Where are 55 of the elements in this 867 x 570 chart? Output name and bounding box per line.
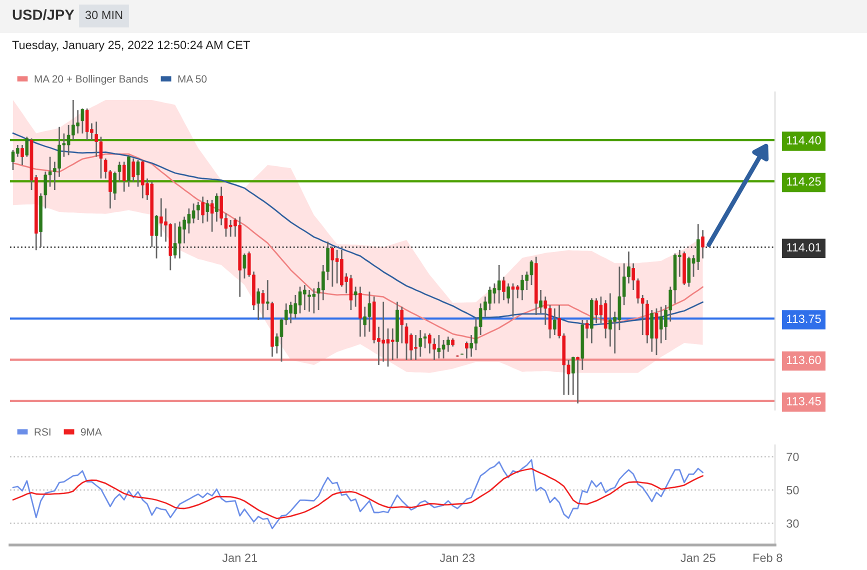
y-tick-label: 30 [786,519,799,528]
line-series [12,459,704,530]
candlestick [585,319,589,340]
candlestick [206,199,210,222]
y-tick-label: 113.60 [787,356,821,364]
candlestick [506,282,510,304]
candlestick [132,158,136,182]
candlestick [80,108,84,134]
x-tick-label: Jan 23 [440,554,475,562]
y-tick-label: 50 [786,486,799,494]
candlestick [502,276,506,301]
chart-subtitle: 30 MIN [85,10,122,20]
candlestick [196,201,200,221]
candlestick [572,356,575,396]
x-tick-label: Feb 8 [753,553,782,562]
legend-label: MA 20 + Bollinger Bands [34,75,148,85]
candlestick [256,288,260,321]
x-tick-label: Jan 25 [680,554,716,562]
y-tick-label: 113.45 [787,396,821,406]
candlestick [701,229,704,260]
candlestick [154,214,158,260]
candlestick [261,289,265,319]
candlestick [20,144,24,166]
legend-label: MA 50 [178,75,207,83]
legend-label: 9MA [80,428,102,436]
candlestick [553,308,556,336]
y-tick-label: 114.40 [787,136,821,144]
candlestick [539,289,542,314]
candlestick [127,154,130,188]
candlestick [25,136,29,158]
candlestick [354,286,358,308]
y-tick-label: 70 [786,452,799,462]
y-tick-label: 113.75 [787,314,821,323]
candlestick [432,338,436,361]
candlestick [465,340,468,360]
candlestick [215,192,218,222]
candlestick [242,252,246,280]
candlestick [266,279,270,311]
candlestick [632,262,635,291]
candlestick [136,159,140,188]
candlestick [122,161,126,192]
candlestick [210,199,214,232]
candlestick [113,170,116,201]
x-tick-label: Jan 21 [222,554,257,562]
candlestick [201,196,204,224]
legend-label: RSI [34,428,50,436]
candlestick [576,356,580,404]
y-tick-label: 114.25 [787,177,821,186]
candlestick [400,306,404,344]
y-tick-label: 114.01 [787,243,821,252]
chart-title: USD/JPY [12,9,74,20]
line-series [12,468,704,520]
candlestick [118,161,122,182]
text: Tuesday, January 25, 2022 12:50:24 AM CET [12,40,250,52]
candlestick [428,332,432,354]
